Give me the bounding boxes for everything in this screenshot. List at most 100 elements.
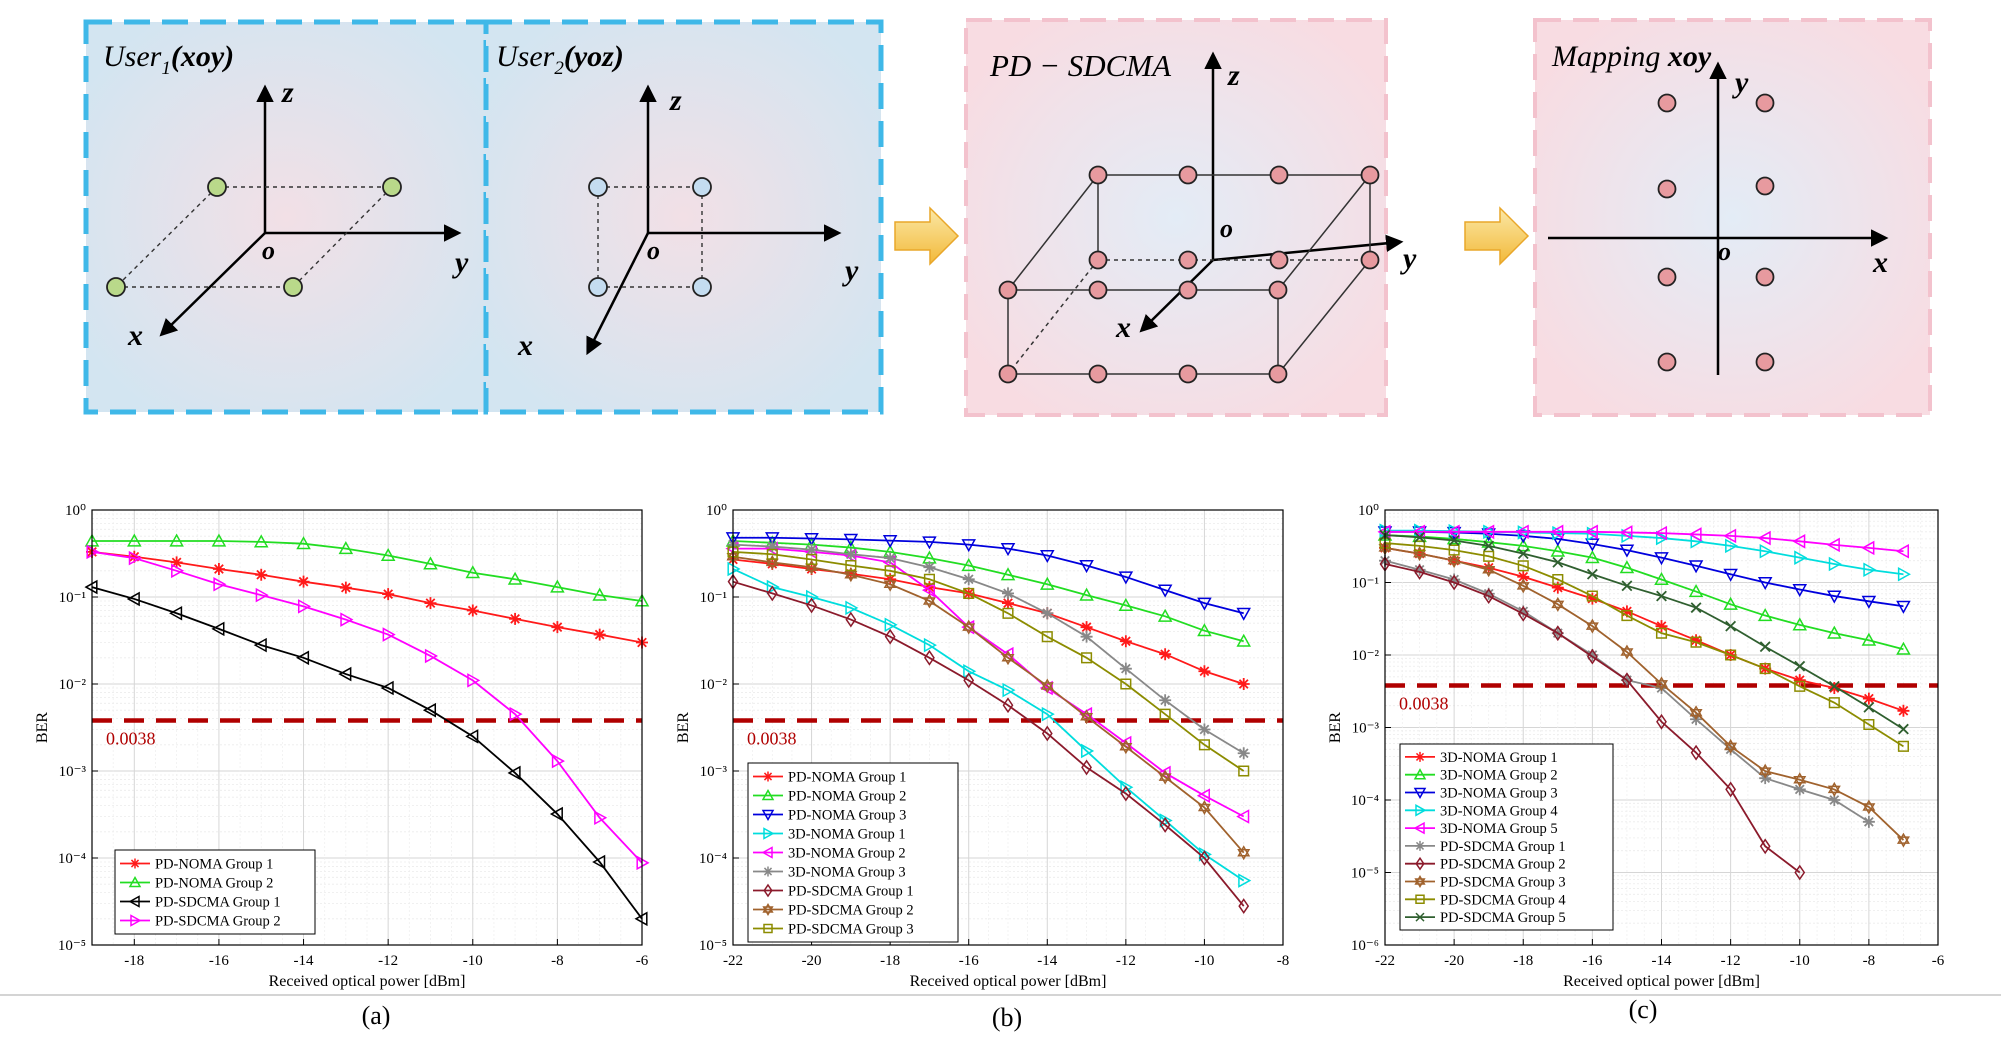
data-point	[1236, 633, 1251, 647]
data-point	[845, 559, 857, 572]
data-point	[884, 628, 896, 645]
y-tick-label: 10⁻³	[59, 764, 87, 780]
series-line	[1384, 547, 1905, 841]
series-line	[732, 558, 1244, 685]
data-point	[806, 597, 817, 614]
data-point	[845, 611, 857, 628]
data-point	[380, 547, 396, 562]
series-line	[1384, 534, 1904, 730]
data-point	[1586, 526, 1600, 542]
data-point	[1516, 578, 1530, 594]
data-point	[1448, 544, 1460, 556]
user1-panel	[83, 19, 489, 415]
legend-label: 3D-NOMA Group 3	[788, 865, 906, 881]
data-point	[1896, 832, 1910, 848]
data-point	[1482, 561, 1495, 574]
legend-marker	[1415, 912, 1425, 922]
data-point	[1118, 571, 1134, 585]
data-point	[806, 553, 818, 566]
constellation-diagram: User1(xoy) User2(yoz) PD − SDCMA Mapping…	[83, 18, 1932, 417]
data-point	[1759, 641, 1771, 653]
data-point	[1757, 608, 1773, 622]
legend-marker	[1415, 856, 1425, 871]
legend-label: PD-NOMA Group 3	[788, 808, 906, 824]
y-tick-label: 10⁻⁴	[58, 851, 86, 867]
data-point	[1238, 765, 1250, 777]
x-tick-label: -8	[1277, 953, 1290, 969]
data-point	[1236, 607, 1251, 621]
mapping-axes	[1548, 61, 1889, 375]
data-point	[1621, 610, 1633, 622]
data-point	[1723, 528, 1737, 544]
data-point	[465, 729, 479, 744]
series-line	[91, 550, 643, 864]
data-point	[1725, 538, 1739, 554]
data-point	[1621, 672, 1633, 689]
data-point	[1586, 592, 1599, 605]
series-line	[91, 550, 643, 644]
pdsdcma-axis-x: x	[1115, 311, 1131, 344]
data-point	[1237, 678, 1250, 690]
data-point	[1081, 743, 1095, 759]
data-point	[844, 567, 857, 580]
y-tick-label: 10⁻²	[700, 677, 728, 693]
legend-label: PD-SDCMA Group 2	[155, 914, 281, 930]
y-tick-label: 10⁻³	[700, 764, 728, 780]
legend-label: PD-SDCMA Group 1	[155, 895, 281, 911]
threshold-label: 0.0038	[1399, 693, 1449, 713]
data-point	[1896, 641, 1911, 655]
x-tick-label: -14	[294, 953, 314, 969]
x-tick-label: -18	[880, 953, 900, 969]
data-point	[1238, 873, 1252, 888]
data-point	[1379, 537, 1391, 549]
data-point	[1550, 543, 1566, 557]
data-point	[962, 619, 976, 635]
legend: PD-NOMA Group 1 PD-NOMA Group 2 PD-NOMA Gr…	[747, 762, 959, 943]
mapping-panel	[1533, 18, 1932, 417]
user2-origin: o	[647, 236, 660, 265]
data-point	[1862, 692, 1875, 705]
data-point	[766, 585, 778, 602]
data-point	[1621, 580, 1633, 592]
caption-c: (c)	[1629, 995, 1658, 1024]
data-point	[1040, 678, 1054, 694]
data-point	[1552, 625, 1564, 642]
data-point	[1585, 538, 1600, 552]
pdsdcma-title: PD − SDCMA	[989, 48, 1172, 83]
data-point	[1237, 845, 1251, 861]
legend-label: 3D-NOMA Group 4	[1440, 803, 1558, 819]
data-point	[884, 565, 896, 577]
data-point	[805, 562, 818, 575]
y-tick-label: 10⁻¹	[1352, 576, 1379, 592]
data-point	[1446, 524, 1460, 540]
y-tick-label: 10⁻⁵	[699, 938, 727, 954]
data-point	[1040, 576, 1055, 590]
pdsdcma-axes	[1139, 51, 1404, 333]
data-point	[1157, 608, 1173, 622]
y-tick-label: 10⁻²	[1352, 648, 1380, 664]
series-9	[1379, 537, 1909, 752]
x-axis-label: Received optical power [dBm]	[269, 973, 466, 990]
user1-axis-y: y	[452, 246, 469, 279]
data-point	[804, 532, 819, 547]
legend-label: PD-SDCMA Group 2	[1440, 857, 1566, 873]
data-point	[1863, 562, 1877, 578]
data-point	[1550, 524, 1564, 540]
data-point	[1197, 623, 1212, 637]
data-point	[1723, 568, 1738, 582]
legend-marker	[763, 827, 775, 840]
data-point	[382, 627, 396, 642]
data-point	[1586, 590, 1598, 602]
data-point	[1120, 785, 1132, 802]
pdsdcma-points	[998, 165, 1380, 384]
legend-marker	[128, 895, 140, 908]
data-point	[1483, 540, 1495, 552]
data-point	[1447, 553, 1461, 569]
data-point	[1655, 620, 1668, 633]
y-tick-label: 10⁻⁴	[699, 851, 727, 867]
x-axis-label: Received optical power [dBm]	[1563, 973, 1760, 990]
data-point	[380, 680, 394, 696]
data-point	[766, 579, 780, 595]
data-point	[1653, 525, 1668, 541]
